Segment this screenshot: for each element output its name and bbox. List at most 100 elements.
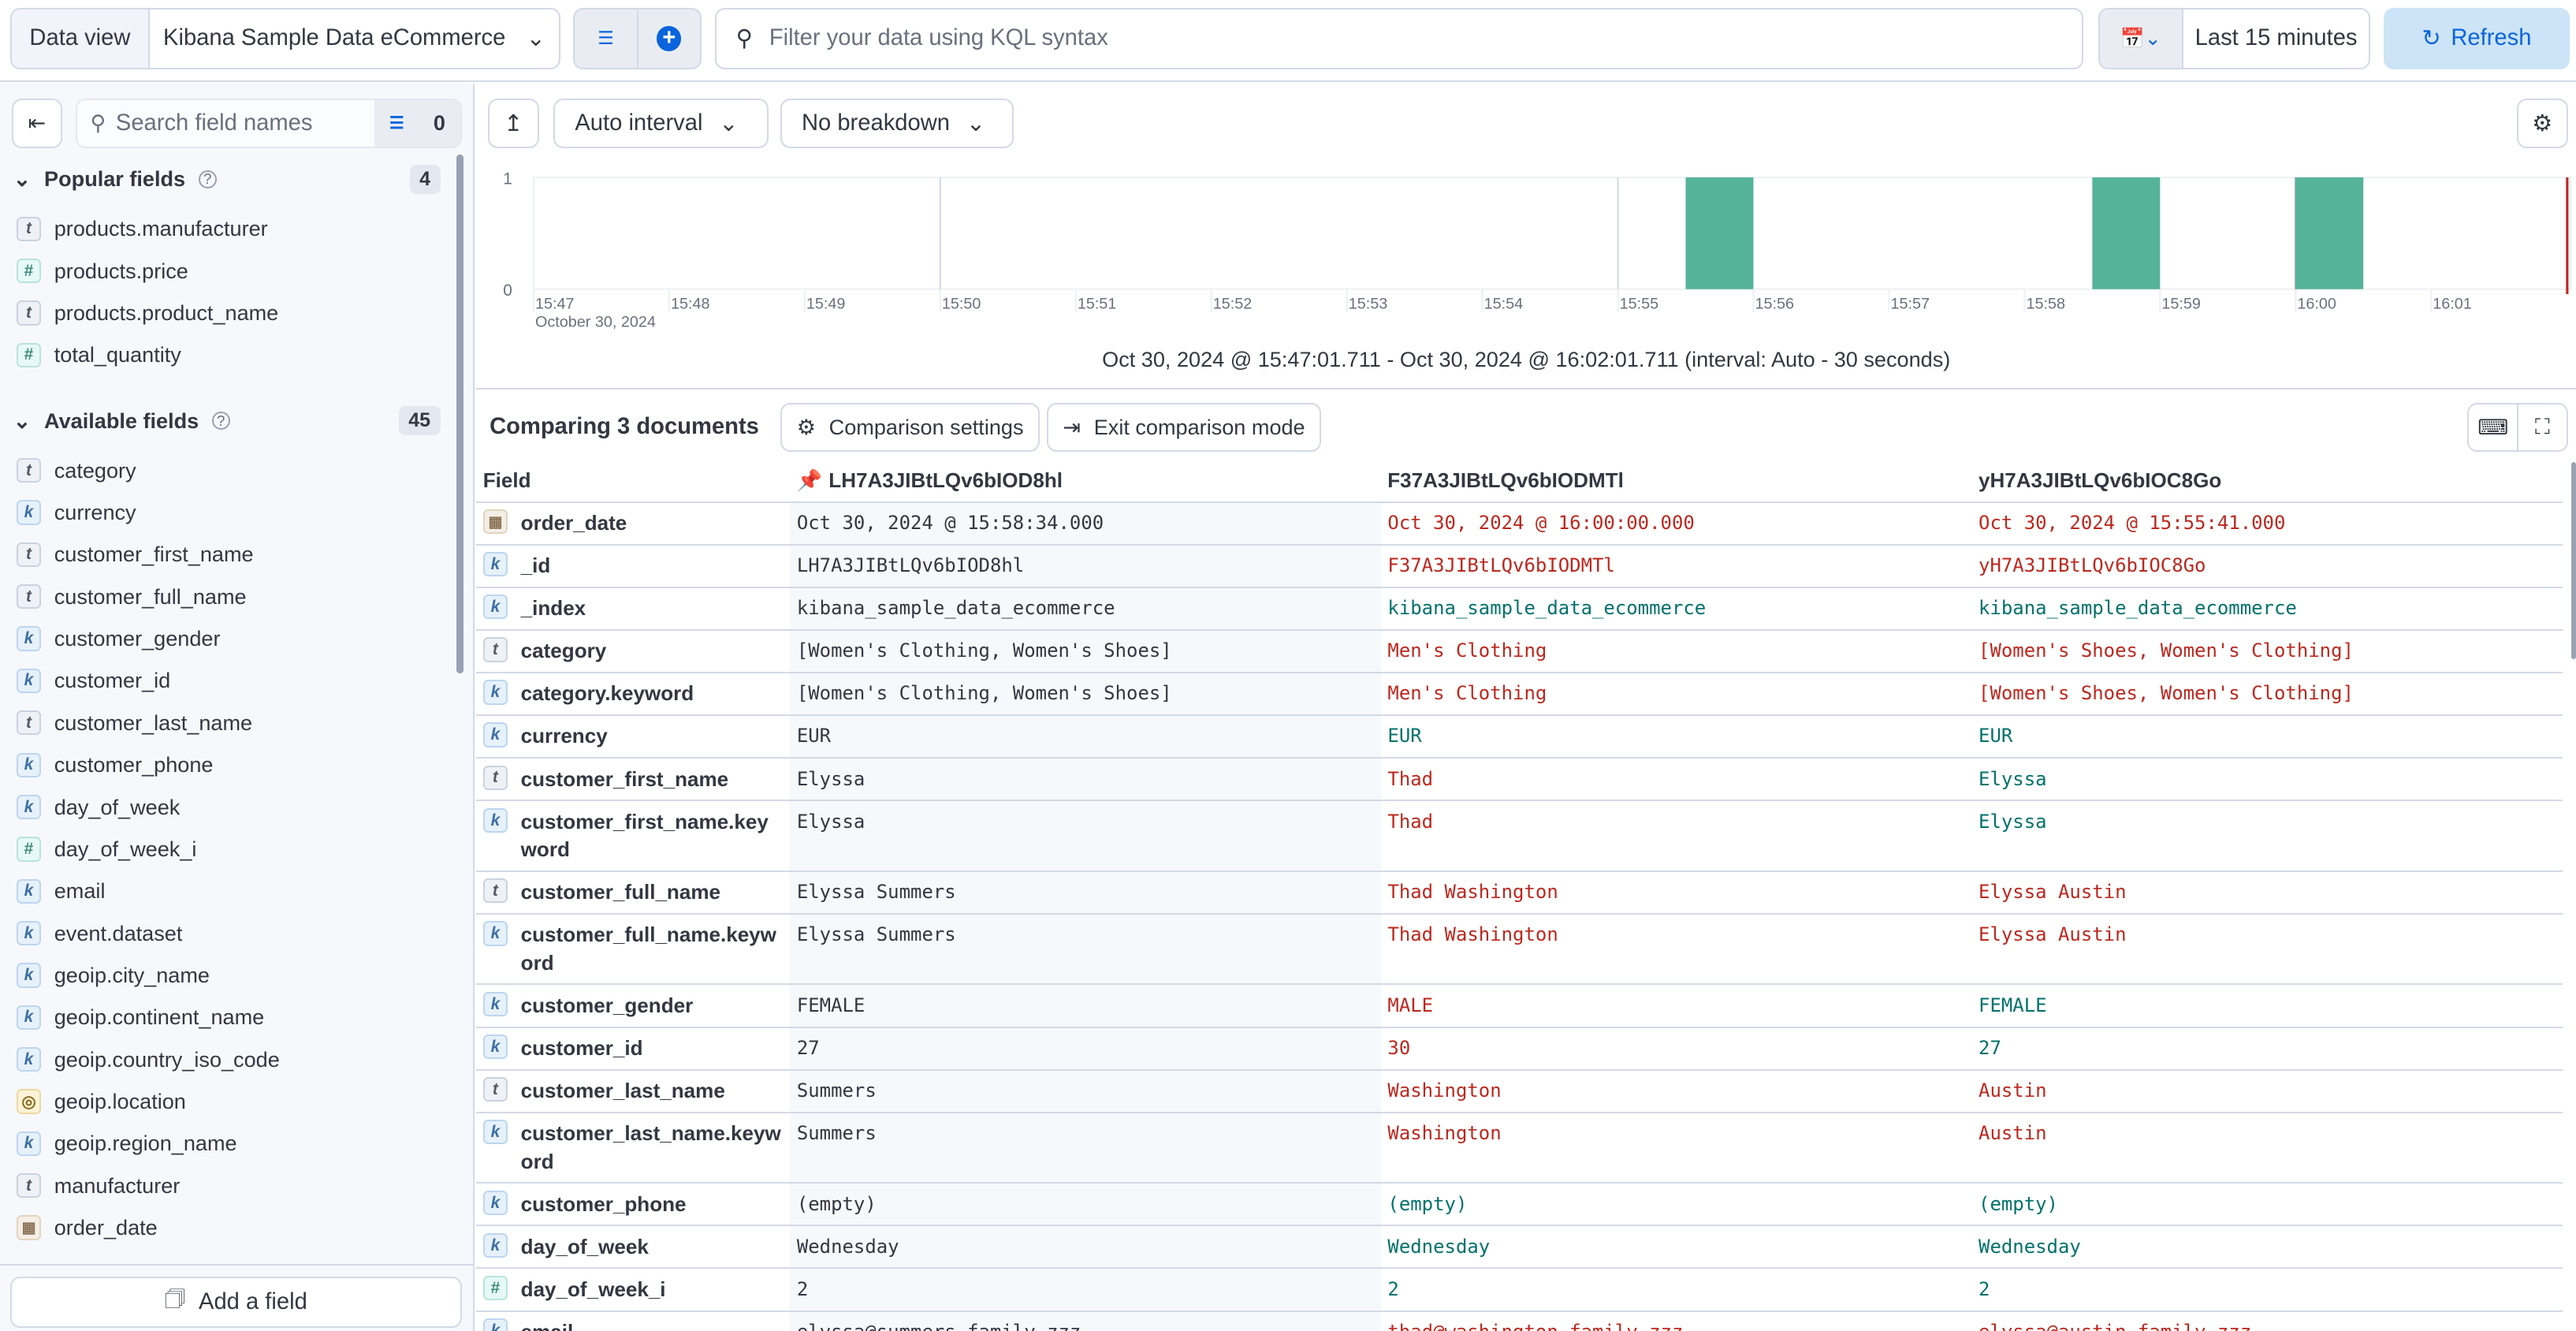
sidebar-field-item[interactable]: k geoip.country_iso_code: [16, 1038, 452, 1080]
sidebar-field-item[interactable]: k day_of_week: [16, 786, 452, 828]
add-field-button[interactable]: 🗇 Add a field: [9, 1277, 462, 1329]
value-cell[interactable]: Elyssa: [790, 801, 1382, 871]
value-cell[interactable]: Thad Washington: [1381, 915, 1972, 984]
value-cell[interactable]: Summers: [790, 1113, 1382, 1183]
exit-comparison-button[interactable]: ⇥ Exit comparison mode: [1046, 402, 1322, 453]
value-cell[interactable]: [Women's Shoes, Women's Clothing]: [1972, 631, 2563, 672]
sidebar-field-item[interactable]: k geoip.region_name: [16, 1123, 452, 1165]
value-cell[interactable]: Thad: [1381, 801, 1972, 871]
value-cell[interactable]: Thad: [1381, 759, 1972, 800]
fullscreen-button[interactable]: ⛶: [2518, 405, 2567, 451]
collapse-sidebar-button[interactable]: ⇤: [11, 99, 63, 148]
sidebar-field-item[interactable]: k customer_id: [16, 660, 452, 702]
sidebar-field-item[interactable]: t customer_first_name: [16, 534, 452, 576]
value-cell[interactable]: elyssa@summers-family.zzz: [790, 1311, 1382, 1331]
document-column-header[interactable]: 📌 LH7A3JIBtLQv6bIOD8hl: [790, 458, 1381, 501]
value-cell[interactable]: Elyssa Austin: [1972, 915, 2563, 984]
available-fields-header[interactable]: ⌄ Available fields ? 45: [13, 403, 441, 439]
refresh-button[interactable]: ↻ Refresh: [2384, 8, 2570, 69]
sidebar-field-item[interactable]: k geoip.city_name: [16, 954, 452, 996]
value-cell[interactable]: [Women's Clothing, Women's Shoes]: [790, 673, 1382, 715]
histogram-chart[interactable]: 0 1 15:47 15:48 15:49 15:50 15:51 15:52 15:53 15:…: [476, 158, 2576, 388]
histogram-bar[interactable]: [2092, 177, 2161, 289]
value-cell[interactable]: Wednesday: [1381, 1226, 1972, 1267]
value-cell[interactable]: 2: [790, 1269, 1382, 1310]
toggle-histogram-button[interactable]: ↥: [487, 99, 539, 148]
sidebar-field-item[interactable]: k customer_phone: [16, 744, 452, 786]
value-cell[interactable]: Elyssa Summers: [790, 871, 1382, 913]
value-cell[interactable]: Washington: [1381, 1113, 1972, 1183]
value-cell[interactable]: F37A3JIBtLQv6bIODMTl: [1381, 546, 1972, 587]
field-search-input[interactable]: ⚲ Search field names ☰ 0: [75, 99, 462, 148]
sidebar-field-item[interactable]: t customer_full_name: [16, 576, 452, 617]
histogram-bar[interactable]: [1685, 177, 1754, 289]
value-cell[interactable]: Men's Clothing: [1381, 631, 1972, 672]
value-cell[interactable]: 30: [1381, 1028, 1972, 1069]
sidebar-field-item[interactable]: # products.price: [16, 250, 452, 292]
value-cell[interactable]: EUR: [1972, 716, 2563, 757]
value-cell[interactable]: 2: [1381, 1269, 1972, 1310]
sidebar-field-item[interactable]: t products.product_name: [16, 292, 452, 334]
value-cell[interactable]: thad@washington-family.zzz: [1381, 1312, 1972, 1331]
value-cell[interactable]: Wednesday: [1972, 1226, 2563, 1267]
value-cell[interactable]: Men's Clothing: [1381, 673, 1972, 714]
value-cell[interactable]: Austin: [1972, 1071, 2563, 1112]
sidebar-field-item[interactable]: t category: [16, 449, 452, 491]
breakdown-select[interactable]: No breakdown ⌄: [780, 99, 1014, 148]
value-cell[interactable]: Elyssa: [1972, 801, 2563, 871]
popular-fields-header[interactable]: ⌄ Popular fields ? 4: [13, 161, 441, 197]
value-cell[interactable]: Oct 30, 2024 @ 15:55:41.000: [1972, 503, 2563, 544]
kql-search-input[interactable]: ⚲ Filter your data using KQL syntax: [714, 8, 2083, 69]
value-cell[interactable]: Elyssa: [1972, 759, 2563, 800]
value-cell[interactable]: 27: [1972, 1028, 2563, 1069]
sidebar-field-item[interactable]: k email: [16, 871, 452, 912]
value-cell[interactable]: (empty): [790, 1184, 1382, 1225]
sidebar-field-item[interactable]: k currency: [16, 491, 452, 533]
value-cell[interactable]: (empty): [1381, 1184, 1972, 1225]
value-cell[interactable]: 27: [790, 1027, 1382, 1069]
value-cell[interactable]: Austin: [1972, 1113, 2563, 1183]
value-cell[interactable]: Oct 30, 2024 @ 15:58:34.000: [790, 502, 1382, 544]
sidebar-field-item[interactable]: k geoip.continent_name: [16, 997, 452, 1038]
sidebar-field-item[interactable]: k customer_gender: [16, 617, 452, 659]
value-cell[interactable]: (empty): [1972, 1184, 2563, 1225]
sidebar-field-item[interactable]: # day_of_week_i: [16, 828, 452, 870]
data-view-value[interactable]: Kibana Sample Data eCommerce: [163, 25, 506, 51]
sidebar-field-item[interactable]: ▦ order_date: [16, 1206, 452, 1248]
value-cell[interactable]: yH7A3JIBtLQv6bIOC8Go: [1972, 546, 2563, 587]
value-cell[interactable]: Elyssa: [790, 759, 1382, 800]
comparison-settings-button[interactable]: ⚙ Comparison settings: [780, 402, 1040, 453]
value-cell[interactable]: LH7A3JIBtLQv6bIOD8hl: [790, 545, 1382, 587]
document-column-header[interactable]: yH7A3JIBtLQv6bIOC8Go: [1972, 458, 2563, 501]
add-filter-button[interactable]: +: [638, 9, 700, 67]
histogram-bar[interactable]: [2295, 177, 2364, 289]
calendar-icon[interactable]: 📅⌄: [2099, 9, 2183, 68]
value-cell[interactable]: EUR: [1381, 716, 1972, 757]
sidebar-field-item[interactable]: ◎ geoip.location: [16, 1080, 452, 1122]
time-range-label[interactable]: Last 15 minutes: [2194, 25, 2358, 51]
sidebar-field-item[interactable]: t customer_last_name: [16, 702, 452, 744]
field-filter-button[interactable]: ☰ 0: [374, 100, 460, 147]
value-cell[interactable]: kibana_sample_data_ecommerce: [790, 587, 1382, 629]
value-cell[interactable]: Wednesday: [790, 1226, 1382, 1268]
value-cell[interactable]: elyssa@austin-family.zzz: [1972, 1312, 2563, 1331]
value-cell[interactable]: Elyssa Austin: [1972, 872, 2563, 913]
interval-select[interactable]: Auto interval ⌄: [553, 99, 769, 148]
chart-options-button[interactable]: ⚙: [2516, 99, 2568, 148]
value-cell[interactable]: FEMALE: [790, 985, 1382, 1027]
document-column-header[interactable]: F37A3JIBtLQv6bIODMTl: [1381, 458, 1972, 501]
value-cell[interactable]: 2: [1972, 1269, 2563, 1310]
value-cell[interactable]: Oct 30, 2024 @ 16:00:00.000: [1381, 503, 1972, 544]
field-column-header[interactable]: Field: [476, 458, 790, 501]
value-cell[interactable]: MALE: [1381, 985, 1972, 1026]
table-scrollbar[interactable]: [2570, 461, 2576, 659]
value-cell[interactable]: Elyssa Summers: [790, 914, 1382, 984]
value-cell[interactable]: kibana_sample_data_ecommerce: [1381, 588, 1972, 629]
value-cell[interactable]: Summers: [790, 1070, 1382, 1112]
value-cell[interactable]: kibana_sample_data_ecommerce: [1972, 588, 2563, 629]
sidebar-field-item[interactable]: t manufacturer: [16, 1165, 452, 1206]
data-view-picker[interactable]: Data view Kibana Sample Data eCommerce ⌄: [9, 8, 560, 69]
value-cell[interactable]: Thad Washington: [1381, 872, 1972, 913]
date-picker[interactable]: 📅⌄ Last 15 minutes: [2098, 8, 2371, 69]
sidebar-scrollbar[interactable]: [456, 154, 463, 674]
